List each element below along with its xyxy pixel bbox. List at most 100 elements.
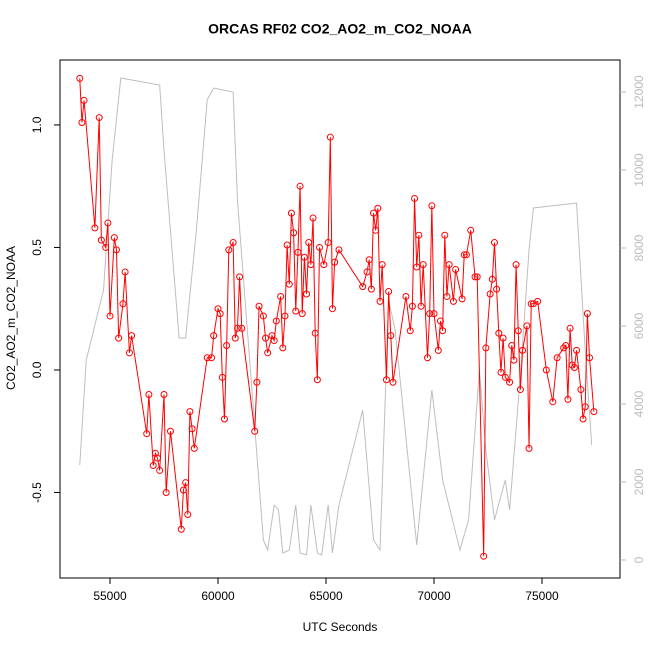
data-point	[573, 346, 581, 354]
data-point	[335, 246, 343, 254]
data-point	[387, 332, 395, 340]
data-point	[486, 290, 494, 298]
data-point	[441, 231, 449, 239]
data-point	[579, 415, 587, 423]
data-point	[436, 317, 444, 325]
y-axis-label: CO2_AO2_m_CO2_NOAA	[4, 246, 18, 390]
data-point	[294, 248, 302, 256]
data-point	[376, 297, 384, 305]
data-point	[549, 398, 557, 406]
y-tick-label: 0.5	[30, 239, 44, 256]
data-point	[223, 341, 231, 349]
data-point	[331, 258, 339, 266]
data-point	[378, 261, 386, 269]
data-point	[188, 425, 196, 433]
data-point	[149, 462, 157, 470]
data-point	[162, 488, 170, 496]
data-point	[298, 310, 306, 318]
data-point	[519, 346, 527, 354]
data-point	[95, 114, 103, 122]
data-point	[370, 209, 378, 217]
data-point	[495, 329, 503, 337]
data-point	[564, 395, 572, 403]
data-point	[367, 285, 375, 293]
data-point	[236, 273, 244, 281]
x-tick-label: 60000	[201, 589, 235, 603]
data-point	[218, 373, 226, 381]
data-point	[277, 292, 285, 300]
data-point	[290, 229, 298, 237]
data-point	[499, 334, 507, 342]
data-point	[102, 243, 110, 251]
data-point	[177, 525, 185, 533]
data-point	[506, 378, 514, 386]
x-tick-label: 70000	[417, 589, 451, 603]
data-point	[238, 324, 246, 332]
series-line	[79, 77, 593, 556]
data-point	[482, 344, 490, 352]
data-point	[458, 295, 466, 303]
data-point	[97, 236, 105, 244]
data-point	[324, 239, 332, 247]
data-point	[259, 312, 267, 320]
data-point	[424, 354, 432, 362]
data-point	[305, 239, 313, 247]
data-point	[359, 283, 367, 291]
y2-tick-label: 12000	[632, 75, 646, 109]
data-point	[179, 486, 187, 494]
data-point	[287, 209, 295, 217]
data-point	[80, 96, 88, 104]
data-point	[510, 356, 518, 364]
data-point	[449, 297, 457, 305]
data-point	[566, 324, 574, 332]
data-point	[279, 344, 287, 352]
data-point	[516, 386, 524, 394]
data-point	[372, 226, 380, 234]
data-point	[497, 368, 505, 376]
data-point	[229, 239, 237, 247]
data-point	[590, 408, 598, 416]
data-point	[160, 390, 168, 398]
data-point	[439, 327, 447, 335]
data-point	[311, 329, 319, 337]
data-point	[385, 288, 393, 296]
data-point	[220, 415, 228, 423]
data-point	[490, 239, 498, 247]
data-point	[542, 366, 550, 374]
data-point	[203, 354, 211, 362]
data-point	[413, 263, 421, 271]
data-point	[473, 273, 481, 281]
data-point	[514, 327, 522, 335]
data-point	[527, 300, 535, 308]
data-point	[112, 246, 120, 254]
x-axis-label: UTC Seconds	[303, 620, 378, 634]
data-point	[553, 354, 561, 362]
data-point	[581, 403, 589, 411]
data-point	[262, 334, 270, 342]
data-point	[525, 444, 533, 452]
y-tick-label: 1.0	[30, 116, 44, 133]
x-tick-label: 55000	[93, 589, 127, 603]
y2-tick-label: 6000	[632, 312, 646, 339]
data-point	[534, 297, 542, 305]
data-point	[255, 302, 263, 310]
data-point	[78, 118, 86, 126]
data-point	[313, 376, 321, 384]
data-point	[467, 226, 475, 234]
data-point	[156, 466, 164, 474]
data-point	[415, 231, 423, 239]
y-tick-label: 0.0	[30, 361, 44, 378]
y2-tick-label: 0	[632, 556, 646, 563]
data-point	[430, 310, 438, 318]
data-point	[316, 243, 324, 251]
data-point	[154, 454, 162, 462]
data-point	[233, 324, 241, 332]
data-point	[586, 354, 594, 362]
data-point	[125, 349, 133, 357]
data-point	[417, 302, 425, 310]
data-point	[208, 354, 216, 362]
data-point	[292, 307, 300, 315]
data-point	[285, 280, 293, 288]
data-point	[186, 408, 194, 416]
